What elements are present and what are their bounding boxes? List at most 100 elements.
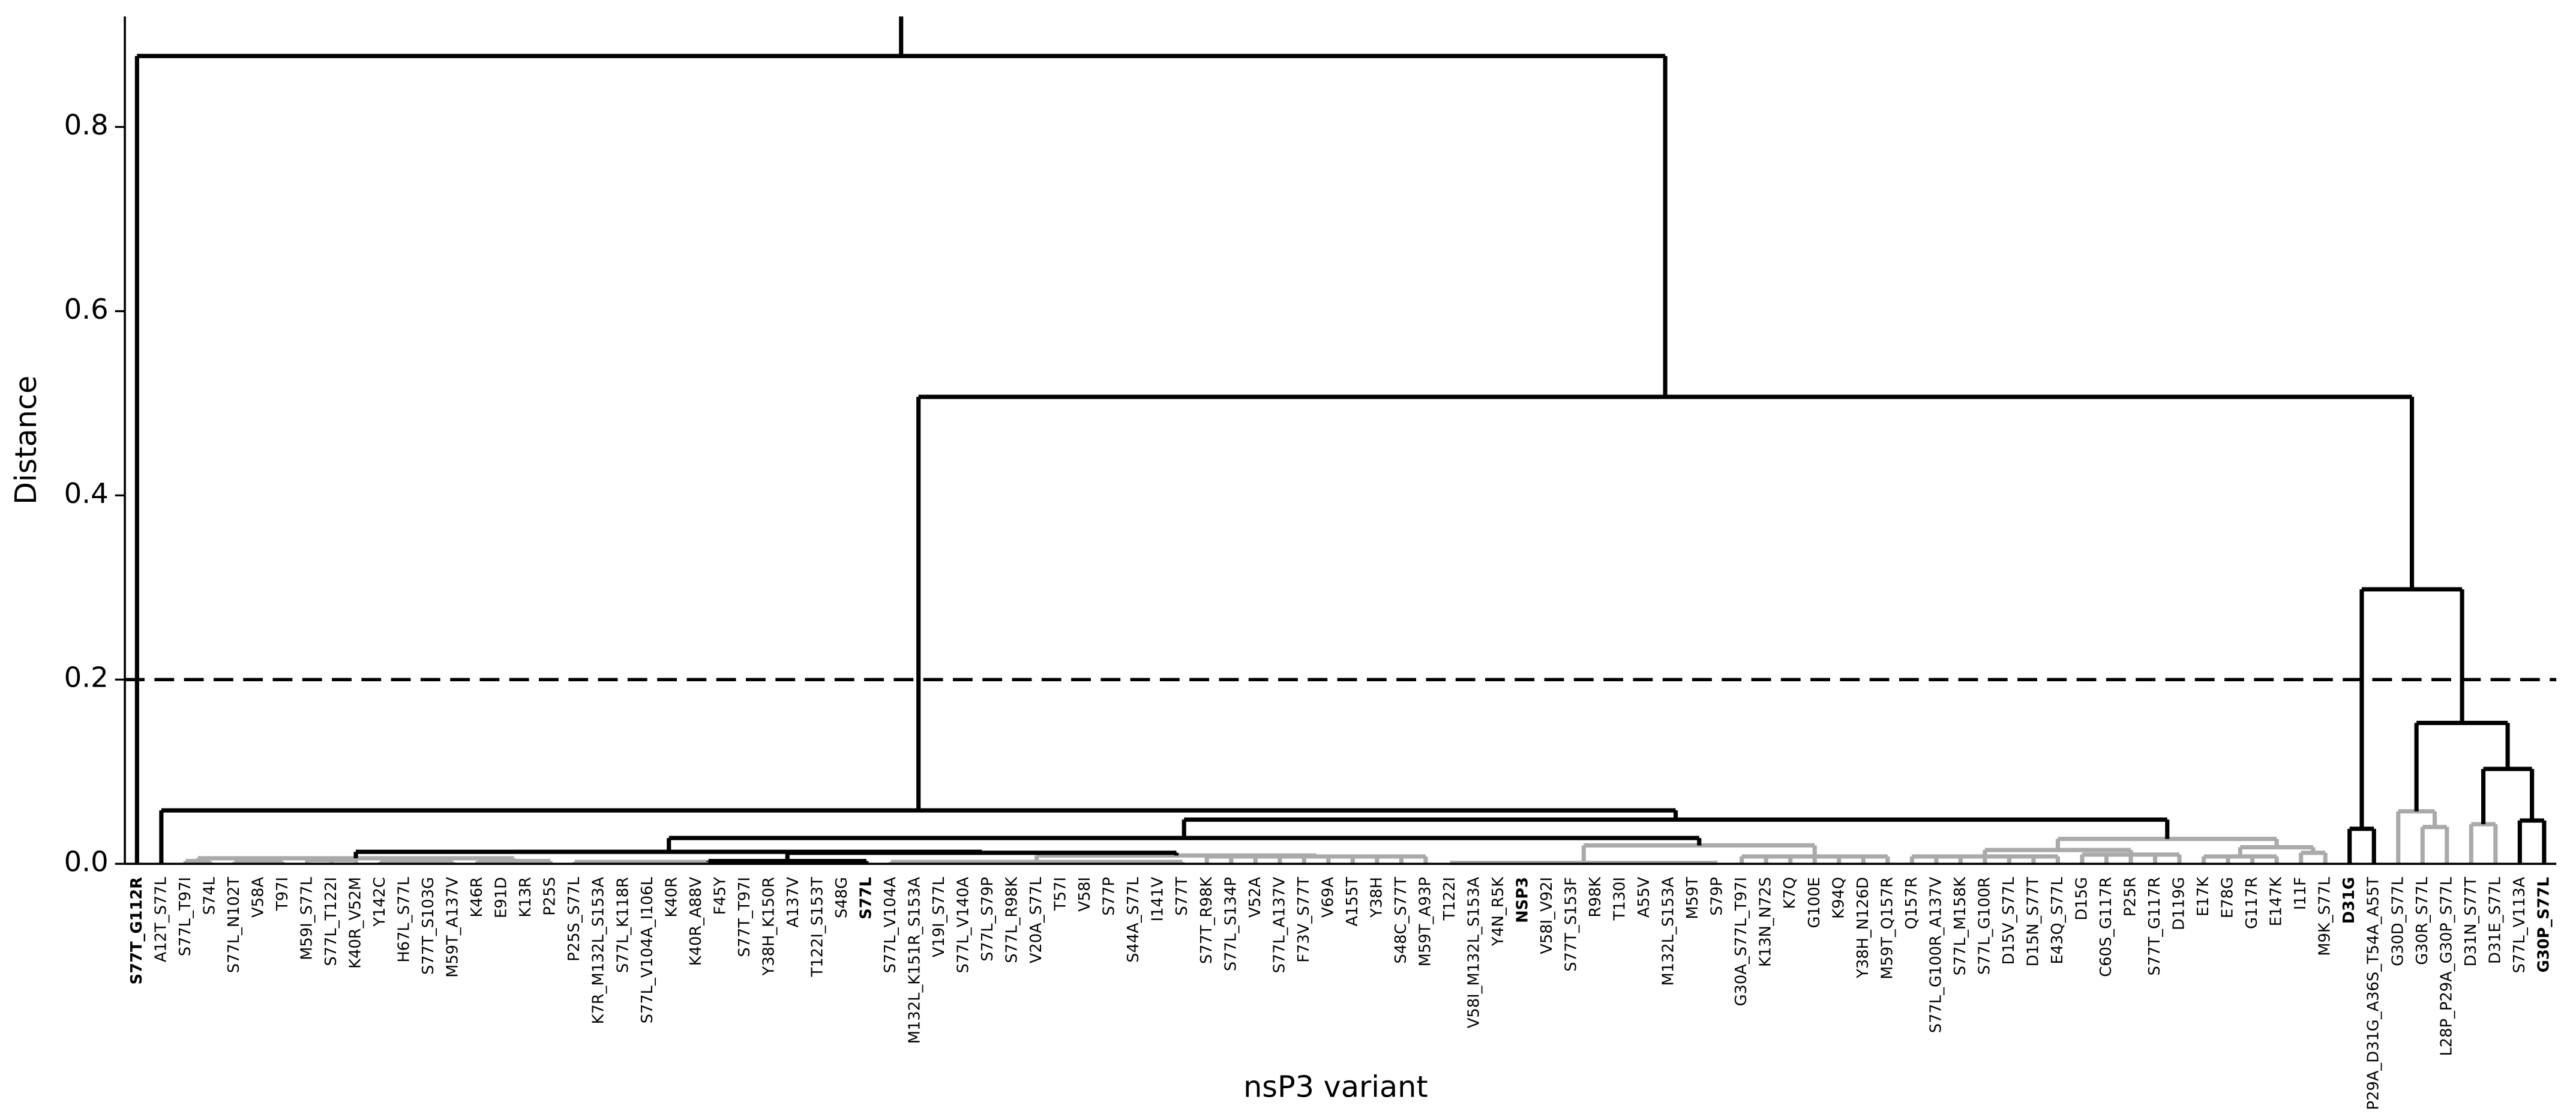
leaf-label: S77L_N102T [225, 877, 243, 974]
dendrogram-link [2202, 854, 2279, 864]
leaf-label: S77L_T97I [176, 877, 194, 956]
leaf-label: H67L_S77L [395, 876, 413, 962]
leaf-label: K7Q [1781, 877, 1799, 909]
leaf-label: L28P_P29A_G30P_S77L [2437, 876, 2455, 1056]
y-tick-label: 0.6 [64, 293, 109, 325]
leaf-label: K13R [517, 877, 535, 918]
leaf-label: G30A_S77L_T97I [1732, 877, 1750, 1006]
leaf-label: S77T_G117R [2146, 877, 2164, 976]
dendrogram-link [475, 859, 553, 864]
leaf-label: Y38H [1368, 877, 1386, 918]
leaf-label: D31E_S77L [2486, 876, 2504, 964]
leaf-label: D15N_S77T [2024, 877, 2042, 967]
leaf-label: S77T_R98K [1198, 876, 1216, 964]
leaf-label: S77T [1173, 877, 1191, 916]
leaf-label: M59I_S77L [298, 876, 316, 960]
leaf-label: K13N_N72S [1757, 877, 1775, 967]
leaf-label: S77L_M158K [1951, 876, 1969, 975]
leaf-label: V52A [1246, 877, 1264, 918]
dendrogram-link [916, 394, 2415, 811]
leaf-label: D15G [2073, 877, 2091, 920]
leaf-label: S77L_S134P [1222, 877, 1240, 971]
x-axis-title: nsP3 variant [1243, 1070, 1428, 1104]
dendrogram-link [2469, 822, 2498, 864]
leaf-label: I141V [1149, 877, 1167, 922]
leaf-label: R98K [1587, 876, 1605, 918]
leaf-label: S77T_S103G [419, 877, 437, 975]
leaf-label: S77L_G100R [1975, 877, 1993, 975]
leaf-label: S77L_T122I [322, 877, 340, 966]
leaf-label: K46R [468, 877, 486, 918]
dendrogram-link [2420, 825, 2449, 864]
dendrogram-link [2414, 720, 2510, 811]
leaf-label: Q157R [1903, 877, 1921, 929]
leaf-label: Y4N_R5K [1489, 876, 1507, 947]
leaf-label: T97I [274, 877, 292, 911]
leaf-label: M9K_S77L [2316, 876, 2334, 956]
dendrogram-link [305, 858, 358, 864]
dendrogram-link [2517, 818, 2547, 864]
dendrogram-link [159, 808, 1678, 864]
leaf-label: S77P [1100, 877, 1118, 916]
leaf-label: S77T_G112R [128, 877, 146, 984]
leaf-label: M59T_A137V [444, 877, 462, 978]
leaf-label: S77L_V104A_I106L [638, 876, 656, 1023]
leaf-label: M132L_S153A [1660, 877, 1678, 986]
leaf-label: S48G [833, 877, 851, 918]
leaf-label: V58A [249, 877, 267, 918]
leaf-label: E147K [2268, 876, 2286, 926]
dendrogram-link [196, 856, 516, 863]
leaf-label: NSP3 [1514, 877, 1532, 923]
leaf-label: S79P [1708, 877, 1726, 916]
leaf-label: S77L [857, 877, 875, 920]
leaf-label: E43Q_S77L [2049, 876, 2067, 964]
leaf-label: P25S [541, 877, 559, 916]
leaf-label: D31G [2340, 877, 2358, 924]
leaf-label: F45Y [711, 877, 729, 915]
dendrogram-link [2396, 809, 2437, 864]
leaf-label: G100E [1806, 877, 1824, 928]
leaf-label: G117R [2243, 877, 2261, 929]
leaf-label: D119G [2170, 877, 2188, 930]
leaf-label: M59T [1684, 877, 1702, 920]
leaf-label: G30P_S77L [2535, 877, 2553, 972]
leaf-label: Y142C [371, 877, 389, 927]
leaf-label: S77L_V140A [955, 877, 973, 974]
leaf-label: S77L_S79P [979, 877, 997, 962]
y-tick-label: 0.8 [64, 109, 109, 141]
leaf-label: S77L_K118R [614, 877, 632, 973]
leaf-label: Y38H_K150R [760, 877, 778, 977]
leaf-label: S77L_G100R_A137V [1927, 877, 1945, 1034]
leaf-label: K40R_A88V [687, 877, 705, 966]
leaf-label: E91D [493, 877, 511, 918]
leaf-label: A55V [1635, 877, 1653, 918]
leaf-label: E78G [2219, 877, 2237, 918]
leaf-label: K7R_M132L_S153A [590, 877, 608, 1025]
dendrogram-link [1581, 843, 1817, 863]
dendrogram-link [1909, 854, 2061, 864]
leaf-label: P25S_S77L [565, 876, 583, 961]
leaf-label: S77L_R98K [1003, 876, 1021, 963]
leaf-label: S77L_V104A [881, 877, 899, 974]
leaf-label: V20A_S77L [1027, 876, 1045, 963]
leaf-label: D31N_S77T [2462, 877, 2480, 967]
dendrogram-link [134, 53, 1668, 864]
leaf-label: V69A [1319, 877, 1337, 918]
dendrogram-link [353, 849, 984, 858]
y-tick-label: 0.0 [64, 846, 109, 878]
leaf-label: M59T_A93P [1416, 877, 1434, 966]
y-axis-title: Distance [8, 376, 43, 505]
leaf-label: Y38H_N126D [1854, 877, 1872, 979]
y-tick-label: 0.4 [64, 477, 109, 510]
leaf-label: G30R_S77L [2413, 876, 2431, 965]
leaf-label: S74L [200, 876, 218, 915]
leaf-label: K94Q [1830, 877, 1848, 919]
leaf-label: T57I [1052, 877, 1070, 911]
leaf-label: A137V [784, 877, 802, 928]
dendrogram-link [667, 835, 1702, 852]
dendrogram-link [2481, 766, 2535, 825]
leaf-label: V58I_M132L_S153A [1465, 877, 1483, 1029]
leaf-label: S77T_S153F [1563, 877, 1581, 972]
leaf-label: C60S_G117R [2097, 877, 2115, 977]
